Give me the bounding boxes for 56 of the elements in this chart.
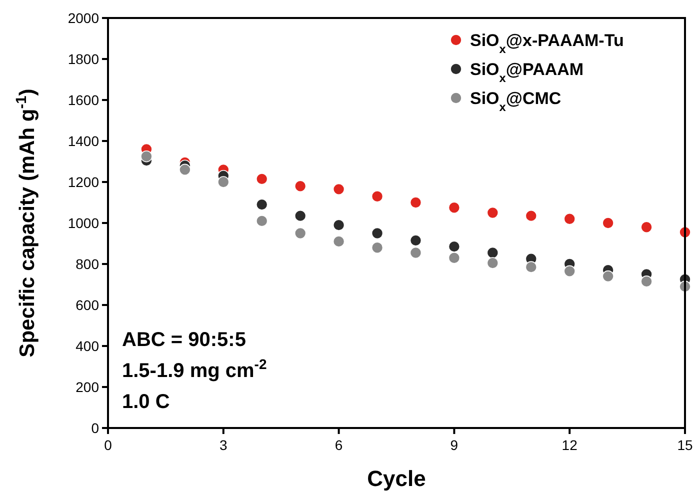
- x-tick-label: 0: [104, 437, 112, 453]
- y-tick-label: 1800: [68, 50, 100, 67]
- x-tick-label: 6: [334, 437, 343, 453]
- point: [564, 265, 576, 278]
- point: [602, 270, 614, 282]
- x-tick-label: 9: [450, 437, 458, 453]
- point: [486, 206, 499, 219]
- point: [448, 202, 460, 214]
- point: [332, 219, 345, 231]
- point: [371, 242, 384, 254]
- point: [410, 196, 422, 208]
- point: [256, 215, 268, 227]
- y-tick-label: 1200: [68, 174, 100, 190]
- x-tick-label: 3: [220, 437, 228, 453]
- point: [525, 210, 538, 222]
- point: [256, 173, 268, 185]
- point: [294, 210, 306, 222]
- point: [448, 252, 460, 264]
- point: [371, 190, 384, 202]
- annotation: ABC = 90:5:5: [122, 329, 246, 351]
- point: [294, 227, 306, 240]
- point: [179, 164, 191, 176]
- point: [218, 176, 230, 188]
- point: [140, 150, 152, 162]
- point: [410, 246, 422, 259]
- point: [602, 217, 614, 229]
- annotation: 1.0 C: [122, 391, 170, 413]
- annotation: 1.5-1.9 mg cm$^{-2}$: [122, 356, 267, 382]
- y-tick-label: 2000: [68, 10, 100, 26]
- y-tick-label: 1400: [68, 132, 100, 149]
- y-tick-label: 600: [76, 296, 100, 313]
- point: [640, 221, 652, 233]
- point: [256, 198, 268, 210]
- legend-label: SiO$_{x}$@x-PAAAM-Tu: [470, 30, 624, 56]
- y-tick-label: 800: [76, 256, 100, 272]
- point: [564, 213, 576, 225]
- point: [294, 180, 306, 192]
- x-axis-title: Cycle: [367, 466, 426, 491]
- legend-label: SiO$_{x}$@CMC: [470, 88, 562, 114]
- point: [640, 276, 652, 288]
- point: [371, 227, 384, 240]
- point: [486, 257, 499, 269]
- point: [486, 246, 499, 259]
- point: [448, 240, 460, 252]
- point: [332, 236, 345, 248]
- y-tick-label: 0: [91, 420, 100, 436]
- x-tick-label: 15: [677, 437, 693, 453]
- point: [332, 183, 345, 196]
- y-tick-label: 1600: [68, 92, 100, 108]
- legend-label: SiO$_{x}$@PAAAM: [470, 60, 584, 85]
- y-tick-label: 1000: [68, 214, 100, 231]
- y-tick-label: 400: [76, 338, 100, 354]
- point: [525, 261, 538, 273]
- point: [410, 234, 422, 246]
- x-tick-label: 12: [562, 437, 578, 453]
- y-tick-label: 200: [76, 378, 100, 395]
